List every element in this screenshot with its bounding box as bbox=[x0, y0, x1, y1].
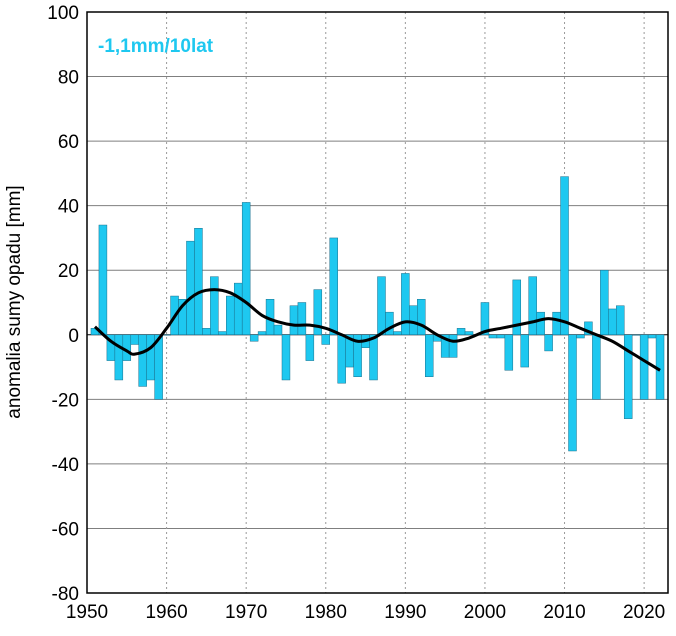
bar bbox=[576, 334, 585, 339]
smoothed-trend-line bbox=[93, 288, 661, 372]
x-tick-label: 1960 bbox=[145, 602, 187, 623]
bar bbox=[233, 282, 243, 336]
bar bbox=[337, 334, 346, 384]
x-tick-label: 1950 bbox=[66, 602, 108, 623]
bar bbox=[194, 228, 203, 336]
bar bbox=[321, 334, 330, 345]
bar bbox=[186, 240, 195, 336]
bar bbox=[496, 334, 506, 339]
bar bbox=[600, 269, 609, 336]
y-tick-label: 0 bbox=[68, 326, 79, 347]
x-tick-label: 1990 bbox=[384, 602, 426, 623]
bar bbox=[448, 334, 458, 358]
bar bbox=[385, 311, 394, 336]
bar bbox=[146, 334, 155, 381]
bar bbox=[249, 334, 259, 342]
bar bbox=[257, 331, 267, 336]
bar bbox=[528, 276, 537, 336]
x-tick-label: 2010 bbox=[543, 602, 585, 623]
bar bbox=[520, 334, 529, 368]
bar bbox=[297, 302, 307, 336]
bar bbox=[393, 331, 402, 336]
bar bbox=[488, 334, 498, 339]
bar bbox=[329, 237, 338, 336]
y-tick-label: 100 bbox=[47, 3, 79, 24]
bars bbox=[90, 176, 665, 452]
y-axis-ticks: -80 -60 -40 -20 0 20 40 60 80 100 bbox=[47, 3, 79, 605]
bar bbox=[305, 334, 315, 361]
bar bbox=[210, 276, 219, 336]
y-tick-label: 60 bbox=[58, 132, 79, 153]
bar bbox=[218, 331, 227, 336]
bar bbox=[313, 289, 323, 336]
bar bbox=[202, 328, 211, 336]
bar bbox=[98, 224, 108, 336]
bar bbox=[281, 334, 291, 381]
y-tick-label: -40 bbox=[52, 455, 79, 476]
bar bbox=[616, 305, 625, 336]
bar bbox=[162, 334, 171, 336]
bar bbox=[504, 334, 514, 371]
bar bbox=[130, 334, 139, 345]
x-axis-ticks: 1950 1960 1970 1980 1990 2000 2010 2020 bbox=[66, 602, 665, 623]
y-tick-label: 40 bbox=[58, 197, 79, 218]
bar bbox=[138, 334, 147, 387]
bar bbox=[241, 202, 251, 336]
bar bbox=[353, 334, 362, 377]
bar bbox=[456, 328, 466, 336]
bar bbox=[623, 334, 633, 419]
bar bbox=[464, 331, 474, 336]
y-tick-label: 80 bbox=[58, 68, 79, 89]
x-tick-label: 2000 bbox=[464, 602, 506, 623]
bar bbox=[273, 324, 283, 336]
bar bbox=[544, 334, 553, 352]
bar bbox=[647, 334, 657, 339]
bar bbox=[536, 311, 545, 336]
y-tick-label: -60 bbox=[52, 519, 79, 540]
bar bbox=[377, 276, 386, 336]
bar bbox=[154, 334, 163, 400]
bar bbox=[552, 311, 561, 336]
bar bbox=[560, 176, 569, 336]
bar bbox=[592, 334, 601, 400]
y-tick-label: -80 bbox=[52, 584, 79, 605]
bar bbox=[568, 334, 577, 452]
bar bbox=[631, 334, 641, 336]
x-tick-label: 1980 bbox=[305, 602, 347, 623]
y-tick-label: -20 bbox=[52, 390, 79, 411]
smooth-trend bbox=[93, 288, 661, 372]
bar bbox=[114, 334, 124, 381]
trend-annotation: -1,1mm/10lat bbox=[98, 36, 214, 57]
bar bbox=[639, 334, 649, 400]
bar bbox=[417, 299, 426, 336]
bar bbox=[226, 295, 235, 336]
bar bbox=[409, 305, 418, 336]
bar bbox=[608, 308, 617, 336]
plot-area-frame bbox=[86, 11, 669, 594]
bar bbox=[369, 334, 378, 381]
bar bbox=[425, 334, 434, 377]
y-axis-label: anomalia sumy opadu [mm] bbox=[4, 185, 25, 418]
x-tick-label: 2020 bbox=[623, 602, 665, 623]
bar bbox=[401, 273, 410, 336]
bar bbox=[480, 302, 490, 336]
y-tick-label: 20 bbox=[58, 261, 79, 282]
bar bbox=[289, 305, 299, 336]
x-tick-label: 1970 bbox=[225, 602, 267, 623]
bar bbox=[512, 279, 522, 336]
